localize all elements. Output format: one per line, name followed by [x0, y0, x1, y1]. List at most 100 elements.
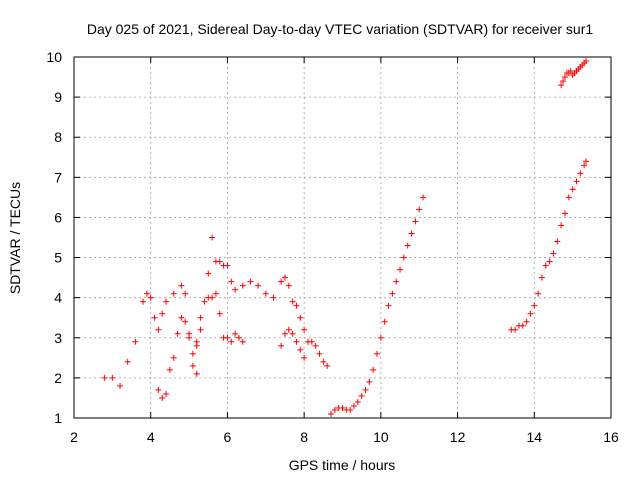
data-point: [109, 374, 116, 381]
data-point: [143, 290, 150, 297]
data-point: [189, 362, 196, 369]
x-tick-label: 2: [70, 429, 78, 445]
data-point: [358, 392, 365, 399]
y-tick-label: 7: [54, 169, 62, 185]
data-point: [205, 270, 212, 277]
y-tick-label: 5: [54, 250, 62, 266]
data-point: [297, 314, 304, 321]
chart-title: Day 025 of 2021, Sidereal Day-to-day VTE…: [87, 21, 593, 37]
y-tick-label: 10: [46, 49, 62, 65]
x-tick-label: 12: [450, 429, 466, 445]
data-point: [561, 210, 568, 217]
data-point: [542, 262, 549, 269]
data-points: [101, 58, 590, 417]
data-point: [289, 330, 296, 337]
data-point: [347, 406, 354, 413]
data-point: [285, 282, 292, 289]
data-point: [535, 290, 542, 297]
data-point: [567, 68, 574, 75]
data-point: [224, 262, 231, 269]
data-point: [561, 74, 568, 81]
grid: [74, 57, 611, 418]
series-sat-i: [558, 58, 590, 89]
data-point: [577, 170, 584, 177]
data-point: [339, 404, 346, 411]
x-tick-label: 8: [300, 429, 308, 445]
data-point: [186, 330, 193, 337]
data-point: [224, 334, 231, 341]
data-point: [216, 258, 223, 265]
data-point: [289, 298, 296, 305]
data-point: [512, 326, 519, 333]
data-point: [316, 350, 323, 357]
data-point: [209, 294, 216, 301]
data-point: [124, 358, 131, 365]
data-point: [320, 358, 327, 365]
data-point: [538, 274, 545, 281]
data-point: [278, 342, 285, 349]
data-point: [255, 282, 262, 289]
data-point: [174, 330, 181, 337]
data-point: [554, 238, 561, 245]
data-point: [159, 310, 166, 317]
plot-frame: [73, 56, 612, 419]
data-point: [193, 338, 200, 345]
x-tick-label: 16: [603, 429, 619, 445]
data-point: [377, 334, 384, 341]
data-point: [301, 354, 308, 361]
y-tick-label: 6: [54, 209, 62, 225]
data-point: [560, 78, 567, 85]
data-point: [247, 278, 254, 285]
data-point: [558, 222, 565, 229]
data-point: [189, 350, 196, 357]
x-tick-label: 14: [526, 429, 542, 445]
data-point: [182, 290, 189, 297]
data-point: [362, 386, 369, 393]
data-point: [281, 330, 288, 337]
data-point: [228, 278, 235, 285]
series-sat-g: [327, 194, 427, 417]
data-point: [281, 274, 288, 281]
data-point: [197, 326, 204, 333]
data-point: [565, 194, 572, 201]
data-point: [159, 394, 166, 401]
data-point: [151, 314, 158, 321]
data-point: [324, 362, 331, 369]
data-point: [170, 354, 177, 361]
data-point: [201, 298, 208, 305]
data-point: [297, 346, 304, 353]
data-point: [235, 334, 242, 341]
x-axis-label: GPS time / hours: [289, 457, 396, 473]
data-point: [531, 302, 538, 309]
series-sat-c: [193, 290, 246, 345]
data-point: [583, 58, 590, 65]
y-tick-label: 2: [54, 370, 62, 386]
data-point: [228, 338, 235, 345]
data-point: [412, 218, 419, 225]
data-point: [209, 234, 216, 241]
y-tick-label: 9: [54, 89, 62, 105]
x-tick-label: 4: [147, 429, 155, 445]
data-point: [132, 338, 139, 345]
data-point: [581, 162, 588, 169]
data-point: [262, 290, 269, 297]
data-point: [546, 258, 553, 265]
data-point: [232, 330, 239, 337]
data-point: [404, 242, 411, 249]
data-point: [573, 178, 580, 185]
data-point: [397, 266, 404, 273]
data-point: [408, 230, 415, 237]
y-tick-label: 3: [54, 330, 62, 346]
data-point: [370, 366, 377, 373]
data-point: [239, 338, 246, 345]
data-point: [278, 278, 285, 285]
y-tick-label: 4: [54, 290, 62, 306]
data-point: [327, 410, 334, 417]
data-point: [523, 318, 530, 325]
series-sat-b: [155, 314, 200, 401]
data-point: [178, 314, 185, 321]
series-sat-a: [101, 282, 204, 389]
data-point: [308, 338, 315, 345]
y-axis-label: SDTVAR / TECUs: [7, 182, 23, 294]
